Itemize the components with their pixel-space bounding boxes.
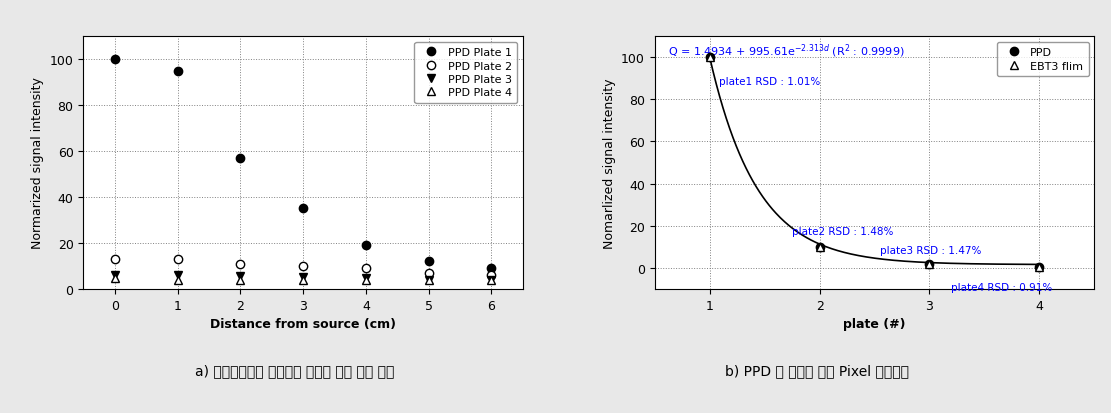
Text: plate3 RSD : 1.47%: plate3 RSD : 1.47% [880,245,981,255]
Y-axis label: Normarized signal intensity: Normarized signal intensity [31,77,44,249]
PPD [1033,265,1047,270]
Text: b) PPD 층 변화에 따른 Pixel 신호강도: b) PPD 층 변화에 따른 Pixel 신호강도 [724,363,909,377]
Legend: PPD, EBT3 flim: PPD, EBT3 flim [997,43,1089,77]
Line: EBT3 flim: EBT3 flim [705,54,1043,271]
PPD [813,244,827,249]
PPD [923,261,937,266]
Text: plate4 RSD : 0.91%: plate4 RSD : 0.91% [951,283,1053,293]
Line: PPD: PPD [705,54,1043,271]
EBT3 flim [813,244,827,249]
X-axis label: plate (#): plate (#) [843,317,905,330]
Y-axis label: Nomarlized signal intensity: Nomarlized signal intensity [602,78,615,248]
PPD [703,56,717,61]
X-axis label: Distance from source (cm): Distance from source (cm) [210,317,397,330]
Text: Q = 1.4934 + 995.61e$^{-2.313d}$ (R$^{2}$ : 0.9999): Q = 1.4934 + 995.61e$^{-2.313d}$ (R$^{2}… [668,42,904,60]
Legend: PPD Plate 1, PPD Plate 2, PPD Plate 3, PPD Plate 4: PPD Plate 1, PPD Plate 2, PPD Plate 3, P… [414,43,518,104]
EBT3 flim [703,56,717,61]
EBT3 flim [923,261,937,266]
Text: a) 선원으로부터 측면거리 변화에 따른 신호 강도: a) 선원으로부터 측면거리 변화에 따른 신호 강도 [194,363,394,377]
Text: plate1 RSD : 1.01%: plate1 RSD : 1.01% [719,77,820,87]
EBT3 flim [1033,265,1047,270]
Text: plate2 RSD : 1.48%: plate2 RSD : 1.48% [792,226,893,236]
